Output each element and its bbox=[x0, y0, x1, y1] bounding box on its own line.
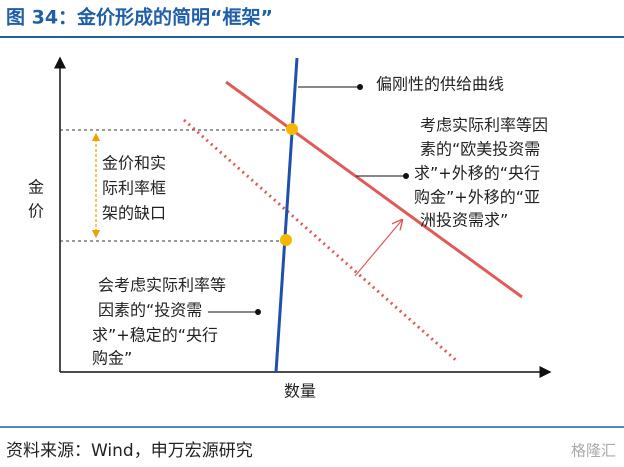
watermark: 格隆汇 bbox=[571, 442, 616, 460]
pointer-dot bbox=[357, 84, 363, 90]
left-label: 会考虑实际利率等 bbox=[98, 276, 226, 295]
right-label: 洲投资需求” bbox=[420, 211, 508, 230]
right-label: 购金”+外移的“亚 bbox=[414, 188, 540, 207]
y-label: 价 bbox=[28, 202, 44, 221]
title: 图 34：金价形成的简明“框架” bbox=[6, 6, 273, 29]
left-label: 购金” bbox=[92, 349, 132, 368]
gap-label: 际利率框 bbox=[102, 179, 166, 198]
gap-label: 金价和实 bbox=[102, 154, 166, 173]
equilibrium-point bbox=[280, 234, 292, 246]
supply-line bbox=[274, 57, 299, 373]
shift-arrow bbox=[354, 220, 402, 277]
x-label: 数量 bbox=[284, 382, 316, 401]
right-label: 考虑实际利率等因 bbox=[420, 116, 548, 135]
right-label: 求”+外移的“央行 bbox=[414, 164, 540, 183]
left-label: 因素的“投资需 bbox=[98, 301, 202, 320]
left-label: 求”+稳定的“央行 bbox=[92, 326, 218, 345]
source: 资料来源：Wind，申万宏源研究 bbox=[6, 441, 253, 461]
right-label: 素的“欧美投资需 bbox=[420, 140, 540, 159]
pointer-dot bbox=[403, 173, 409, 179]
equilibrium-point bbox=[286, 123, 298, 135]
y-label: 金 bbox=[28, 178, 44, 197]
demand-line bbox=[225, 80, 523, 299]
pointer-dot bbox=[255, 309, 261, 315]
gap-label: 架的缺口 bbox=[102, 204, 166, 223]
demand-line-dotted bbox=[183, 118, 459, 364]
supply-label: 偏刚性的供给曲线 bbox=[376, 75, 504, 94]
